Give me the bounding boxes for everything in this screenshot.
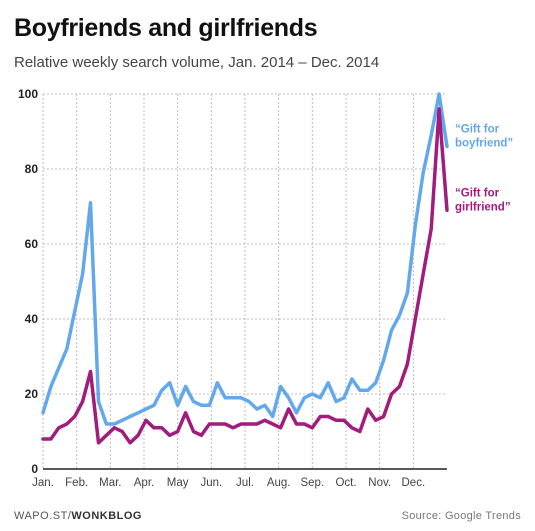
chart-title: Boyfriends and girlfriends xyxy=(14,14,318,42)
x-tick-label: Aug. xyxy=(267,477,291,489)
x-tick-label: May xyxy=(167,477,189,489)
y-tick-label: 80 xyxy=(25,162,39,176)
x-tick-label: Sep. xyxy=(300,477,324,489)
chart-subtitle: Relative weekly search volume, Jan. 2014… xyxy=(14,54,380,71)
x-tick-label: Nov. xyxy=(368,477,391,489)
credit-prefix: WAPO.ST/ xyxy=(14,510,72,522)
legend-label-line: “Gift for xyxy=(455,124,500,136)
source-note: Source: Google Trends xyxy=(401,510,521,522)
x-tick-label: Jul. xyxy=(236,477,254,489)
x-tick-label: Feb. xyxy=(65,477,88,489)
x-tick-label: Jun. xyxy=(200,477,222,489)
series-line-boyfriend xyxy=(41,92,449,426)
series-line-girlfriend xyxy=(41,107,449,445)
x-tick-label: Jan. xyxy=(32,477,54,489)
x-tick-label: Dec. xyxy=(402,477,426,489)
credit-line: WAPO.ST/WONKBLOG xyxy=(14,510,142,522)
legend-label-line: boyfriend” xyxy=(455,138,513,150)
x-tick-label: Apr. xyxy=(134,477,154,489)
line-chart: 0 20 40 60 80 100 Jan. Feb. Mar. Apr. May Jun. Jul. A… xyxy=(18,87,513,489)
y-tick-label: 60 xyxy=(25,237,39,251)
y-tick-label: 40 xyxy=(25,312,39,326)
legend-label-line: girlfriend” xyxy=(455,201,511,213)
credit-brand: WONKBLOG xyxy=(71,510,142,522)
y-tick-label: 0 xyxy=(31,462,38,476)
x-tick-label: Mar. xyxy=(99,477,121,489)
legend-label-boyfriend: “Gift for boyfriend” xyxy=(455,124,513,150)
x-tick-label: Oct. xyxy=(335,477,356,489)
legend-label-girlfriend: “Gift for girlfriend” xyxy=(455,187,511,213)
y-tick-label: 20 xyxy=(25,387,39,401)
legend-label-line: “Gift for xyxy=(455,187,500,199)
y-tick-label: 100 xyxy=(18,87,38,101)
